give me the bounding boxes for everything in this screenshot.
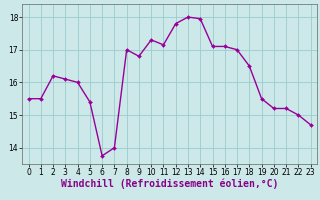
X-axis label: Windchill (Refroidissement éolien,°C): Windchill (Refroidissement éolien,°C) [61,179,278,189]
